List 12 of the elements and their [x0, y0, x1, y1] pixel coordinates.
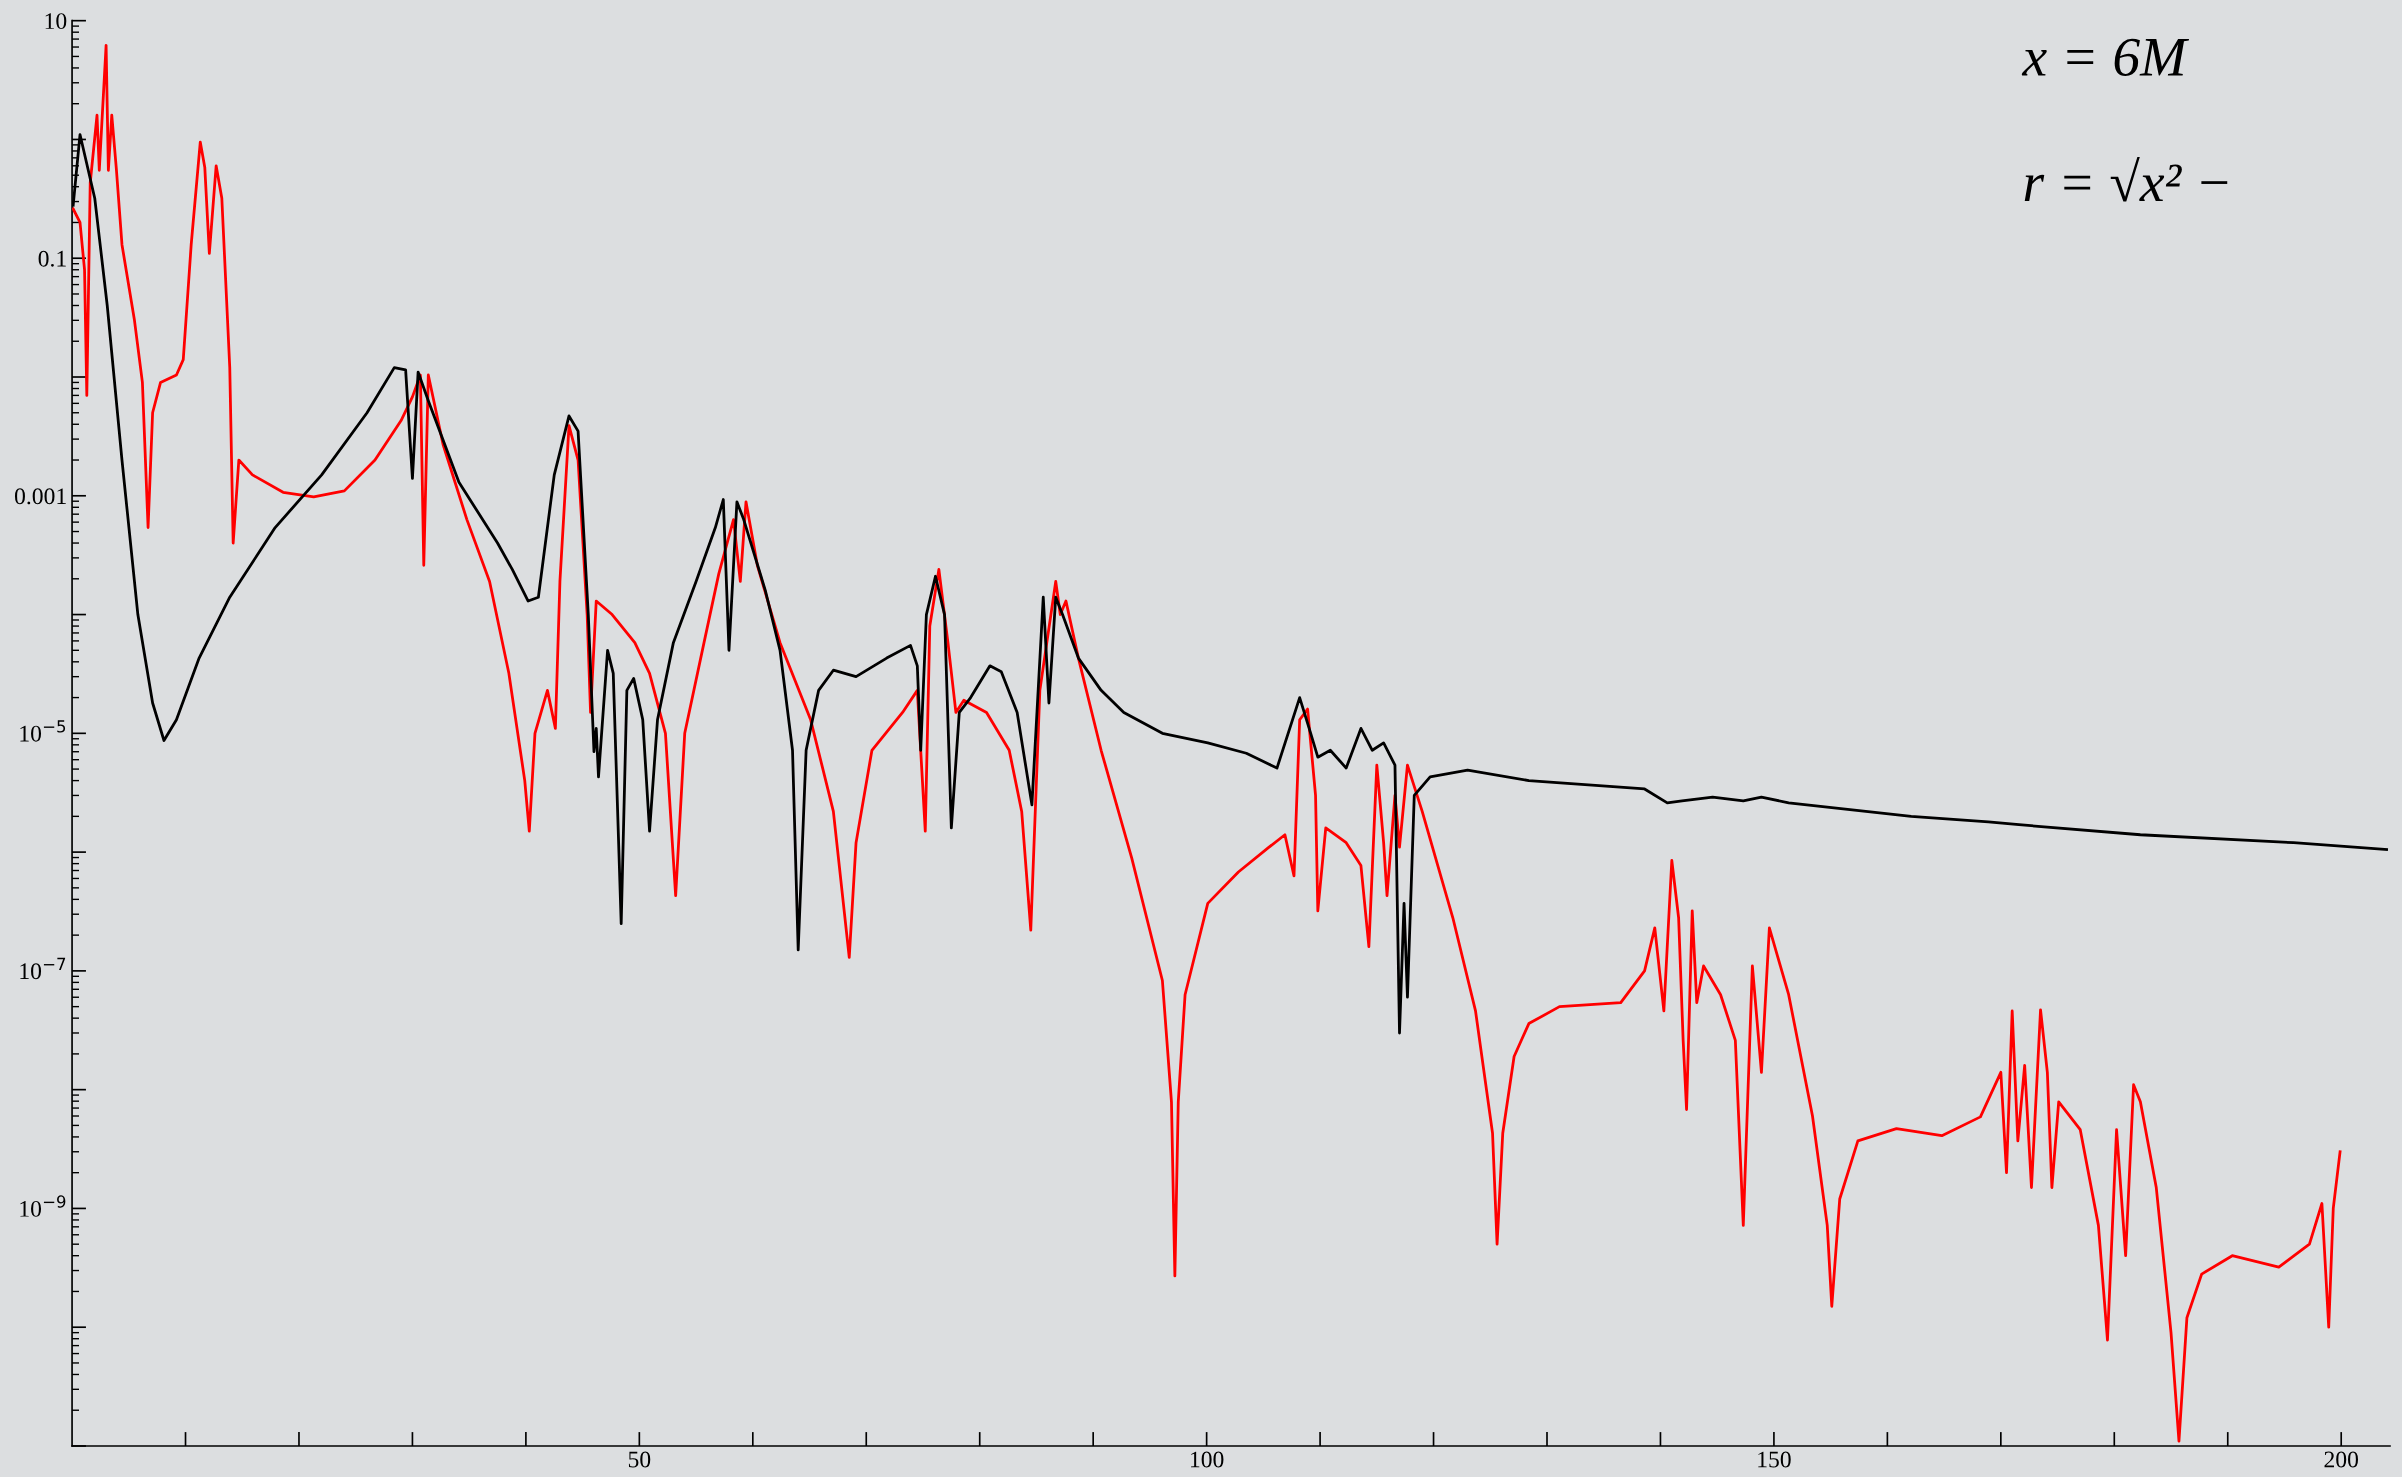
y-tick-label: 10: [45, 13, 67, 30]
y-tick-label: 0.1: [38, 250, 66, 267]
annotation: x = 6M: [2021, 38, 2190, 77]
x-tick-label: 150: [1758, 1451, 1791, 1468]
x-tick-label: 100: [1191, 1451, 1224, 1468]
y-tick-label: 0.001: [14, 488, 66, 505]
x-tick-label: 50: [628, 1451, 651, 1468]
x-tick-label: 200: [2324, 1451, 2359, 1468]
y-tick-label: 10$^{−9}$: [20, 1195, 66, 1217]
y-tick-label: 10$^{−5}$: [20, 720, 66, 742]
y-tick-label: 10$^{−7}$: [20, 957, 66, 980]
annotation: r = √x² −: [2024, 157, 2228, 202]
